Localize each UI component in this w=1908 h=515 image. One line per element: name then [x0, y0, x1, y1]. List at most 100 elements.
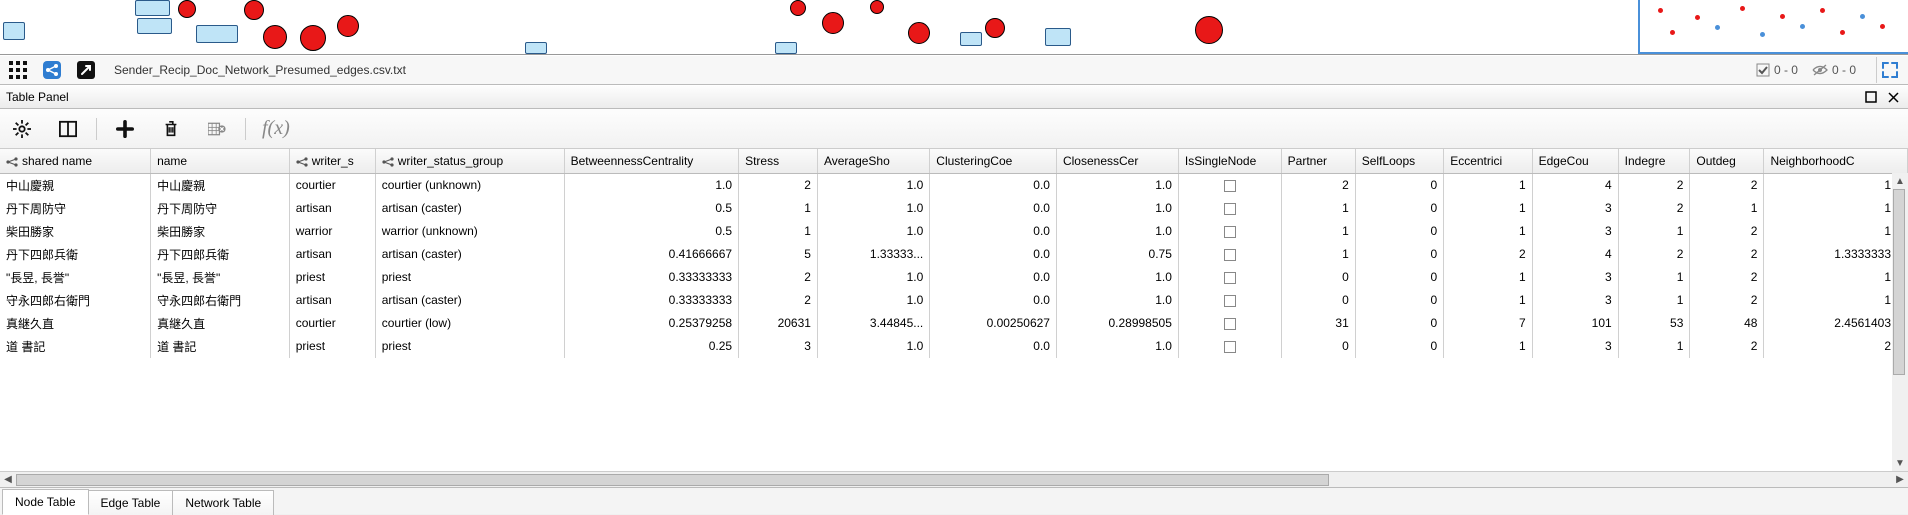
trash-icon[interactable]	[159, 117, 183, 141]
column-header-avgsho[interactable]: AverageSho	[817, 149, 929, 173]
graph-node-red[interactable]	[178, 0, 196, 18]
cell-clust: 0.0	[930, 173, 1057, 197]
column-header-close[interactable]: ClosenessCer	[1056, 149, 1178, 173]
network-view[interactable]	[0, 0, 1908, 55]
cell-writer_short: courtier	[289, 173, 375, 197]
function-icon[interactable]: f(x)	[262, 117, 290, 141]
graph-node-box[interactable]	[525, 42, 547, 54]
cell-selfl: 0	[1355, 289, 1443, 312]
columns-icon[interactable]	[56, 117, 80, 141]
cell-betw: 0.5	[564, 220, 738, 243]
tab-edge-table[interactable]: Edge Table	[88, 490, 174, 515]
scroll-down-icon[interactable]: ▼	[1892, 455, 1908, 471]
cell-single	[1178, 173, 1281, 197]
column-header-single[interactable]: IsSingleNode	[1178, 149, 1281, 173]
graph-node-red[interactable]	[337, 15, 359, 37]
graph-node-red[interactable]	[263, 25, 287, 49]
cell-edgec: 3	[1532, 289, 1618, 312]
checkbox-icon	[1224, 295, 1236, 307]
cell-partner: 1	[1281, 220, 1355, 243]
share-icon[interactable]	[40, 58, 64, 82]
grid-icon[interactable]	[6, 58, 30, 82]
scroll-thumb-horizontal[interactable]	[16, 474, 1329, 486]
graph-node-red[interactable]	[985, 18, 1005, 38]
vertical-scrollbar[interactable]: ▲ ▼	[1892, 173, 1908, 471]
graph-node-red[interactable]	[790, 0, 806, 16]
cell-writer_short: courtier	[289, 312, 375, 335]
column-header-selfl[interactable]: SelfLoops	[1355, 149, 1443, 173]
table-row[interactable]: 柴田勝家柴田勝家warriorwarrior (unknown)0.511.00…	[0, 220, 1908, 243]
cell-avgsho: 1.0	[817, 220, 929, 243]
cell-name: 丹下四郎兵衛	[151, 243, 290, 266]
gear-icon[interactable]	[10, 117, 34, 141]
float-button[interactable]	[1862, 88, 1880, 106]
fit-content-icon[interactable]	[1876, 57, 1902, 83]
cell-name: 中山慶親	[151, 173, 290, 197]
checkbox-icon	[1224, 318, 1236, 330]
scroll-left-icon[interactable]: ◀	[0, 472, 16, 488]
column-header-outdeg[interactable]: Outdeg	[1690, 149, 1764, 173]
graph-node-box[interactable]	[3, 22, 25, 40]
tab-network-table[interactable]: Network Table	[172, 490, 274, 515]
cell-partner: 1	[1281, 197, 1355, 220]
column-header-stress[interactable]: Stress	[739, 149, 818, 173]
table-row[interactable]: 守永四郎右衛門守永四郎右衛門artisanartisan (caster)0.3…	[0, 289, 1908, 312]
column-header-ecc[interactable]: Eccentrici	[1444, 149, 1532, 173]
visible-count: 0 - 0	[1774, 63, 1798, 77]
column-header-name[interactable]: name	[151, 149, 290, 173]
cell-shared_name: 道 書記	[0, 335, 151, 358]
graph-node-red[interactable]	[1195, 16, 1223, 44]
scroll-thumb-vertical[interactable]	[1893, 189, 1905, 375]
cell-close: 1.0	[1056, 266, 1178, 289]
tab-node-table[interactable]: Node Table	[2, 489, 89, 515]
cell-partner: 0	[1281, 335, 1355, 358]
column-header-writer_group[interactable]: writer_status_group	[375, 149, 564, 173]
minimap-node	[1820, 8, 1825, 13]
horizontal-scrollbar[interactable]: ◀ ▶	[0, 472, 1908, 488]
column-header-partner[interactable]: Partner	[1281, 149, 1355, 173]
graph-node-red[interactable]	[244, 0, 264, 20]
cell-ecc: 7	[1444, 312, 1532, 335]
table-row[interactable]: 丹下周防守丹下周防守artisanartisan (caster)0.511.0…	[0, 197, 1908, 220]
column-header-indeg[interactable]: Indegre	[1618, 149, 1690, 173]
cell-ecc: 1	[1444, 197, 1532, 220]
graph-node-red[interactable]	[908, 22, 930, 44]
cell-outdeg: 2	[1690, 173, 1764, 197]
graph-node-red[interactable]	[300, 25, 326, 51]
add-icon[interactable]	[113, 117, 137, 141]
delete-table-icon[interactable]	[205, 117, 229, 141]
table-scroll-area[interactable]: shared namenamewriter_swriter_status_gro…	[0, 149, 1908, 472]
graph-node-box[interactable]	[137, 18, 172, 34]
close-button[interactable]	[1884, 88, 1902, 106]
cell-single	[1178, 289, 1281, 312]
column-header-shared_name[interactable]: shared name	[0, 149, 151, 173]
graph-node-box[interactable]	[960, 32, 982, 46]
scroll-right-icon[interactable]: ▶	[1892, 472, 1908, 488]
graph-node-box[interactable]	[196, 25, 238, 43]
cell-avgsho: 1.33333...	[817, 243, 929, 266]
graph-node-red[interactable]	[822, 12, 844, 34]
graph-node-box[interactable]	[1045, 28, 1071, 46]
cell-clust: 0.0	[930, 266, 1057, 289]
detach-icon[interactable]	[74, 58, 98, 82]
scroll-up-icon[interactable]: ▲	[1892, 173, 1908, 189]
table-row[interactable]: 真継久直真継久直courtiercourtier (low)0.25379258…	[0, 312, 1908, 335]
graph-node-box[interactable]	[775, 42, 797, 54]
table-row[interactable]: 中山慶親中山慶親courtiercourtier (unknown)1.021.…	[0, 173, 1908, 197]
table-row[interactable]: "長昱, 長誉""長昱, 長誉"priestpriest0.3333333321…	[0, 266, 1908, 289]
cell-writer_group: priest	[375, 266, 564, 289]
column-header-writer_short[interactable]: writer_s	[289, 149, 375, 173]
cell-outdeg: 2	[1690, 266, 1764, 289]
graph-node-box[interactable]	[135, 0, 170, 16]
cell-shared_name: 柴田勝家	[0, 220, 151, 243]
cell-close: 1.0	[1056, 335, 1178, 358]
table-row[interactable]: 丹下四郎兵衛丹下四郎兵衛artisanartisan (caster)0.416…	[0, 243, 1908, 266]
minimap[interactable]	[1638, 0, 1908, 54]
column-header-clust[interactable]: ClusteringCoe	[930, 149, 1057, 173]
column-header-nbh[interactable]: NeighborhoodC	[1764, 149, 1908, 173]
cell-ecc: 1	[1444, 266, 1532, 289]
column-header-betw[interactable]: BetweennessCentrality	[564, 149, 738, 173]
table-row[interactable]: 道 書記道 書記priestpriest0.2531.00.01.0001312…	[0, 335, 1908, 358]
graph-node-red[interactable]	[870, 0, 884, 14]
column-header-edgec[interactable]: EdgeCou	[1532, 149, 1618, 173]
